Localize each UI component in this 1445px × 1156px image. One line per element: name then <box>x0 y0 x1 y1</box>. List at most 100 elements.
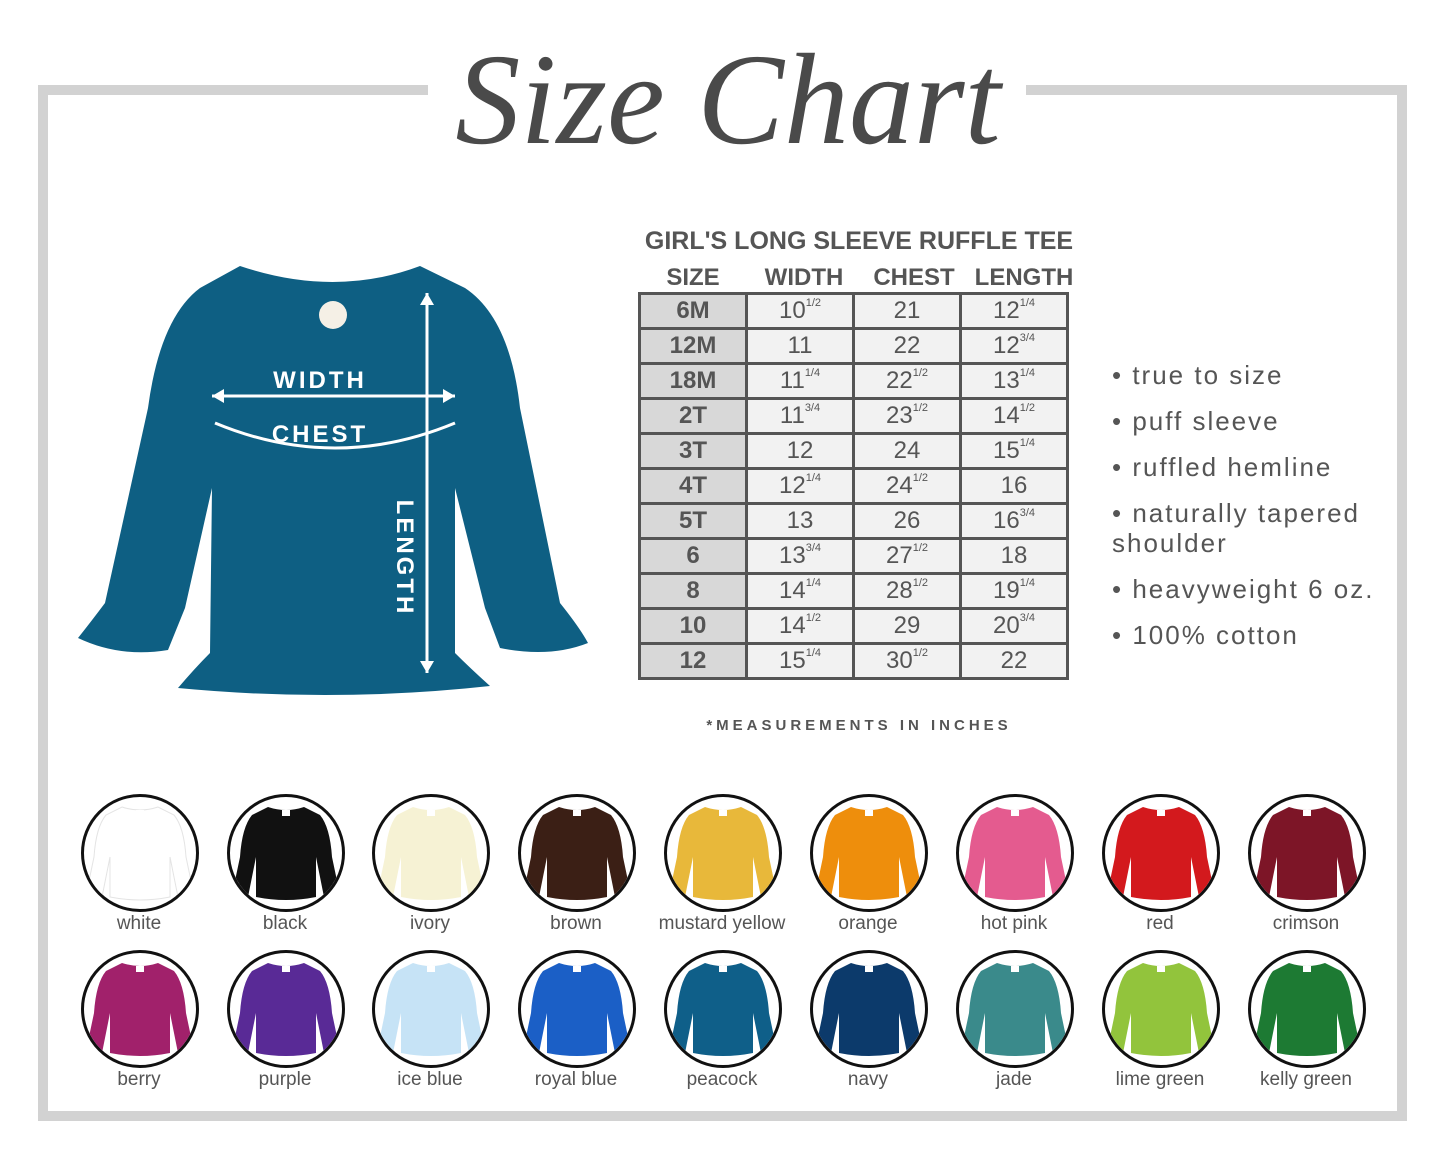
feature-item: • ruffled hemline <box>1112 452 1333 482</box>
color-swatch-crimson[interactable] <box>1248 794 1366 912</box>
color-label: red <box>1146 913 1174 934</box>
color-label: crimson <box>1272 913 1340 934</box>
width-cell: 141/2 <box>745 607 855 645</box>
cell-value: 22 <box>1000 647 1028 674</box>
color-swatch-jade[interactable] <box>956 950 1074 1068</box>
chest-cell: 241/2 <box>852 467 962 505</box>
color-swatch-navy[interactable] <box>810 950 928 1068</box>
chest-cell: 231/2 <box>852 397 962 435</box>
color-label: purple <box>258 1069 312 1090</box>
table-row: 3T 12 24 151/4 <box>638 432 1069 470</box>
cell-value: 12M <box>669 332 717 359</box>
cell-value: 13 <box>993 367 1020 394</box>
color-swatch-hot-pink[interactable] <box>956 794 1074 912</box>
color-swatch-red[interactable] <box>1102 794 1220 912</box>
color-swatch-berry[interactable] <box>81 950 199 1068</box>
cell-fraction: 1/4 <box>1019 437 1035 449</box>
color-label: orange <box>838 913 898 934</box>
size-cell: 3T <box>638 432 748 470</box>
shirt-tag <box>319 301 347 329</box>
color-swatch-peacock[interactable] <box>664 950 782 1068</box>
color-label: berry <box>117 1069 161 1090</box>
length-cell: 121/4 <box>959 292 1069 330</box>
cell-value: 11 <box>779 402 805 429</box>
size-cell: 6M <box>638 292 748 330</box>
shirt-shape <box>78 266 588 696</box>
color-swatch-lime-green[interactable] <box>1102 950 1220 1068</box>
size-cell: 2T <box>638 397 748 435</box>
cell-fraction: 1/4 <box>1019 297 1035 309</box>
cell-value: 26 <box>893 507 921 534</box>
cell-value: 16 <box>993 507 1020 534</box>
cell-fraction: 1/2 <box>912 542 928 554</box>
length-cell: 141/2 <box>959 397 1069 435</box>
cell-fraction: 1/4 <box>805 647 821 659</box>
shirt-icon <box>1253 963 1361 1056</box>
table-row: 12 151/4 301/2 22 <box>638 642 1069 680</box>
chest-cell: 301/2 <box>852 642 962 680</box>
cell-fraction: 1/2 <box>912 647 928 659</box>
table-row: 18M 111/4 221/2 131/4 <box>638 362 1069 400</box>
color-swatch-purple[interactable] <box>227 950 345 1068</box>
cell-value: 18M <box>669 367 717 394</box>
header-width: WIDTH <box>764 264 844 291</box>
width-cell: 11 <box>745 327 855 365</box>
cell-value: 27 <box>886 542 913 569</box>
width-label: WIDTH <box>273 367 367 394</box>
color-label: mustard yellow <box>658 913 786 934</box>
length-label: LENGTH <box>391 500 418 617</box>
header-size: SIZE <box>666 264 720 291</box>
width-cell: 133/4 <box>745 537 855 575</box>
width-cell: 13 <box>745 502 855 540</box>
color-swatch-mustard-yellow[interactable] <box>664 794 782 912</box>
color-swatch-royal-blue[interactable] <box>518 950 636 1068</box>
cell-value: 4T <box>678 472 707 499</box>
color-swatch-black[interactable] <box>227 794 345 912</box>
chest-arrow <box>214 421 456 450</box>
cell-fraction: 1/2 <box>1019 402 1035 414</box>
cell-value: 16 <box>1000 472 1028 499</box>
cell-value: 14 <box>779 577 806 604</box>
chest-cell: 221/2 <box>852 362 962 400</box>
cell-value: 12 <box>779 472 806 499</box>
length-cell: 191/4 <box>959 572 1069 610</box>
cell-fraction: 1/4 <box>805 577 821 589</box>
cell-value: 14 <box>993 402 1020 429</box>
color-swatch-brown[interactable] <box>518 794 636 912</box>
color-swatch-ivory[interactable] <box>372 794 490 912</box>
cell-value: 12 <box>993 297 1020 324</box>
cell-value: 6M <box>676 297 710 324</box>
shirt-icon <box>961 807 1069 900</box>
cell-value: 10 <box>779 297 806 324</box>
width-cell: 121/4 <box>745 467 855 505</box>
size-cell: 10 <box>638 607 748 645</box>
width-cell: 12 <box>745 432 855 470</box>
color-label: white <box>116 913 162 934</box>
chest-cell: 26 <box>852 502 962 540</box>
shirt-icon <box>86 963 194 1056</box>
color-swatch-kelly-green[interactable] <box>1248 950 1366 1068</box>
cell-value: 5T <box>678 507 707 534</box>
cell-value: 22 <box>886 367 913 394</box>
chest-cell: 21 <box>852 292 962 330</box>
chest-cell: 22 <box>852 327 962 365</box>
color-swatch-orange[interactable] <box>810 794 928 912</box>
length-cell: 203/4 <box>959 607 1069 645</box>
chest-cell: 281/2 <box>852 572 962 610</box>
chest-cell: 24 <box>852 432 962 470</box>
size-cell: 6 <box>638 537 748 575</box>
color-label: black <box>262 913 308 934</box>
cell-value: 14 <box>779 612 806 639</box>
cell-value: 19 <box>993 577 1020 604</box>
color-swatch-ice-blue[interactable] <box>372 950 490 1068</box>
cell-value: 23 <box>886 402 913 429</box>
shirt-diagram: WIDTH CHEST LENGTH <box>78 266 588 696</box>
cell-fraction: 1/4 <box>805 472 821 484</box>
shirt-icon <box>1107 963 1215 1056</box>
cell-fraction: 1/4 <box>804 367 821 379</box>
cell-value: 30 <box>886 647 913 674</box>
feature-item: • heavyweight 6 oz. <box>1112 574 1375 604</box>
color-swatch-white[interactable] <box>81 794 199 912</box>
table-row: 2T 113/4 231/2 141/2 <box>638 397 1069 435</box>
chest-cell: 29 <box>852 607 962 645</box>
